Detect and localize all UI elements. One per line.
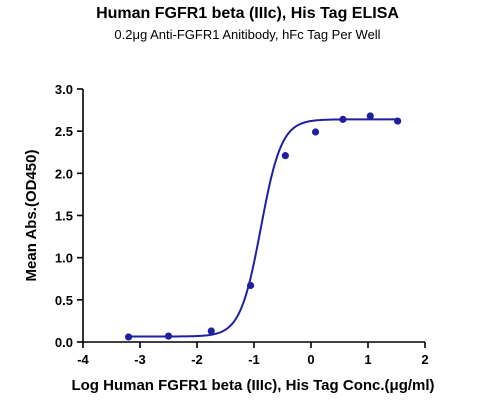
x-axis-title: Log Human FGFR1 beta (IIIc), His Tag Con… — [71, 377, 434, 394]
x-tick-label: 2 — [421, 352, 428, 367]
x-tick-label: 0 — [307, 352, 314, 367]
y-tick-label: 3.0 — [55, 82, 73, 97]
x-tick: -3 — [134, 342, 146, 367]
x-tick: 2 — [421, 342, 429, 367]
data-point — [339, 115, 347, 123]
data-points — [125, 112, 402, 341]
y-tick-label: 0.0 — [55, 335, 73, 350]
chart-title: Human FGFR1 beta (IIIc), His Tag ELISA — [96, 5, 399, 22]
fit-curve-group — [128, 118, 398, 338]
y-tick-label: 0.5 — [55, 293, 73, 308]
x-tick-label: -3 — [134, 352, 146, 367]
y-tick-label: 2.0 — [55, 166, 73, 181]
y-tick-label: 2.5 — [55, 124, 73, 139]
data-point — [394, 117, 402, 125]
chart-subtitle: 0.2μg Anti-FGFR1 Anitibody, hFc Tag Per … — [114, 27, 381, 42]
x-tick-label: -1 — [248, 352, 260, 367]
x-tick-label: -4 — [77, 352, 89, 367]
x-tick-label: -2 — [191, 352, 203, 367]
data-point — [207, 327, 215, 335]
data-point — [164, 332, 173, 340]
x-tick: -2 — [191, 342, 203, 367]
x-tick-label: 1 — [364, 352, 371, 367]
fit-curve — [128, 118, 398, 338]
data-point — [281, 152, 289, 160]
y-tick-label: 1.0 — [55, 251, 73, 266]
x-tick: 1 — [364, 342, 372, 367]
y-tick: 1.0 — [55, 251, 83, 266]
y-axis-title: Mean Abs.(OD450) — [23, 150, 40, 282]
y-tick: 2.0 — [55, 166, 83, 181]
y-tick: 3.0 — [55, 82, 83, 97]
y-tick: 2.5 — [55, 124, 83, 139]
y-tick: 0.5 — [55, 293, 83, 308]
x-tick: -4 — [77, 342, 90, 367]
data-point — [311, 128, 320, 136]
x-tick: 0 — [307, 342, 315, 367]
y-tick-label: 1.5 — [55, 209, 73, 224]
data-point — [246, 281, 255, 290]
y-tick: 1.5 — [55, 209, 83, 224]
axes: -4 -3 -2 -1 0 1 2 0.0 0.5 1.0 1.5 2.0 2.5 3.0 — [55, 82, 429, 367]
y-tick: 0.0 — [55, 335, 83, 350]
data-point — [366, 112, 374, 120]
data-point — [125, 333, 133, 341]
x-tick: -1 — [248, 342, 260, 367]
